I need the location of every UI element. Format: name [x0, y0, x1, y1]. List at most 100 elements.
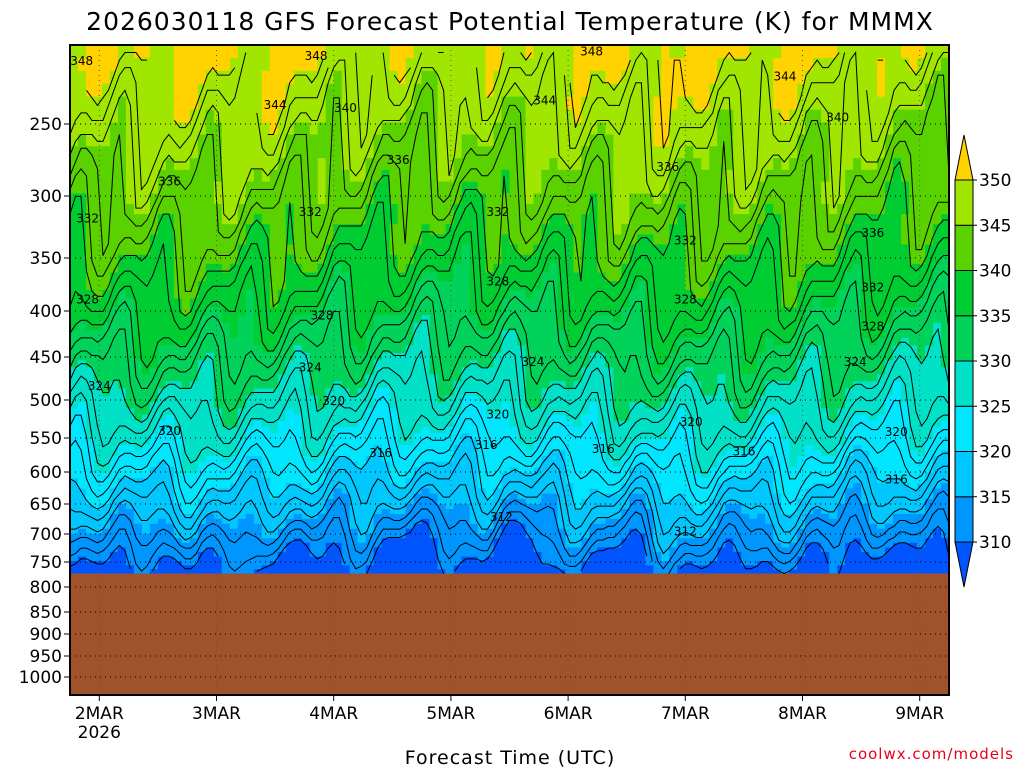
heatmap-cell — [181, 214, 191, 225]
heatmap-cell — [437, 414, 447, 422]
heatmap-cell — [877, 414, 886, 422]
heatmap-cell — [621, 83, 630, 98]
heatmap-cell — [253, 169, 263, 183]
heatmap-cell — [709, 83, 718, 98]
heatmap-cell — [245, 254, 255, 265]
heatmap-cell — [381, 57, 391, 72]
heatmap-cell — [621, 146, 630, 159]
heatmap-cell — [405, 122, 415, 136]
heatmap-cell — [517, 360, 527, 368]
heatmap-cell — [701, 381, 710, 389]
heatmap-cell — [885, 281, 894, 291]
heatmap-cell — [525, 352, 535, 361]
heatmap-cell — [477, 244, 487, 256]
heatmap-cell — [261, 337, 271, 346]
heatmap-cell — [309, 109, 319, 124]
heatmap-cell — [933, 289, 942, 300]
heatmap-cell — [357, 322, 367, 331]
heatmap-cell — [677, 134, 686, 147]
heatmap-cell — [461, 224, 471, 235]
heatmap-cell — [149, 367, 159, 375]
heatmap-cell — [493, 169, 503, 183]
heatmap-cell — [869, 337, 878, 346]
heatmap-cell — [509, 169, 519, 183]
heatmap-cell — [821, 420, 830, 428]
heatmap-cell — [845, 214, 854, 225]
heatmap-cell — [525, 263, 535, 274]
heatmap-cell — [349, 263, 359, 274]
heatmap-cell — [741, 134, 750, 147]
heatmap-cell — [293, 263, 303, 274]
heatmap-cell — [397, 70, 407, 85]
heatmap-cell — [541, 134, 551, 147]
heatmap-cell — [333, 254, 343, 265]
heatmap-cell — [933, 360, 942, 368]
heatmap-cell — [349, 234, 359, 246]
heatmap-cell — [301, 307, 311, 316]
heatmap-cell — [813, 83, 822, 98]
heatmap-cell — [453, 315, 463, 324]
heatmap-cell — [605, 289, 614, 300]
heatmap-cell — [421, 134, 431, 147]
heatmap-cell — [605, 214, 614, 225]
heatmap-cell — [733, 281, 742, 291]
heatmap-cell — [229, 193, 239, 205]
heatmap-cell — [133, 315, 143, 324]
heatmap-cell — [917, 439, 926, 446]
heatmap-cell — [581, 395, 591, 403]
heatmap-cell — [205, 109, 215, 124]
heatmap-cell — [413, 345, 423, 354]
heatmap-cell — [645, 345, 654, 354]
heatmap-cell — [565, 330, 575, 339]
heatmap-cell — [853, 414, 862, 422]
heatmap-cell — [541, 234, 551, 246]
heatmap-cell — [70, 337, 79, 346]
heatmap-cell — [565, 420, 575, 428]
heatmap-cell — [621, 214, 630, 225]
heatmap-cell — [269, 70, 279, 85]
heatmap-cell — [125, 70, 135, 85]
heatmap-cell — [469, 381, 479, 389]
heatmap-cell — [917, 57, 926, 72]
heatmap-cell — [301, 388, 311, 397]
heatmap-cell — [509, 414, 519, 422]
heatmap-cell — [909, 352, 918, 361]
heatmap-cell — [837, 337, 846, 346]
heatmap-cell — [165, 388, 175, 397]
heatmap-cell — [717, 146, 726, 159]
heatmap-cell — [269, 281, 279, 291]
heatmap-cell — [213, 367, 223, 375]
heatmap-cell — [221, 374, 231, 382]
heatmap-cell — [541, 395, 551, 403]
heatmap-cell — [293, 244, 303, 256]
heatmap-cell — [525, 414, 535, 422]
heatmap-cell — [421, 298, 431, 308]
heatmap-cell — [877, 427, 886, 434]
heatmap-cell — [485, 134, 495, 147]
heatmap-cell — [453, 181, 463, 195]
heatmap-cell — [757, 263, 766, 274]
heatmap-cell — [733, 45, 742, 59]
heatmap-cell — [789, 420, 798, 428]
heatmap-cell — [381, 254, 391, 265]
heatmap-cell — [613, 263, 622, 274]
heatmap-cell — [861, 337, 870, 346]
heatmap-cell — [245, 367, 255, 375]
heatmap-cell — [773, 254, 782, 265]
heatmap-cell — [357, 337, 367, 346]
heatmap-cell — [181, 169, 191, 183]
heatmap-cell — [125, 122, 135, 136]
heatmap-cell — [813, 388, 822, 397]
heatmap-cell — [477, 224, 487, 235]
heatmap-cell — [189, 395, 199, 403]
heatmap-cell — [845, 367, 854, 375]
heatmap-cell — [333, 234, 343, 246]
heatmap-cell — [925, 193, 934, 205]
heatmap-cell — [613, 381, 622, 389]
heatmap-cell — [741, 427, 750, 434]
heatmap-cell — [565, 433, 575, 440]
heatmap-cell — [269, 234, 279, 246]
heatmap-cell — [805, 360, 814, 368]
heatmap-cell — [933, 322, 942, 331]
color-fill-bands — [70, 45, 949, 575]
